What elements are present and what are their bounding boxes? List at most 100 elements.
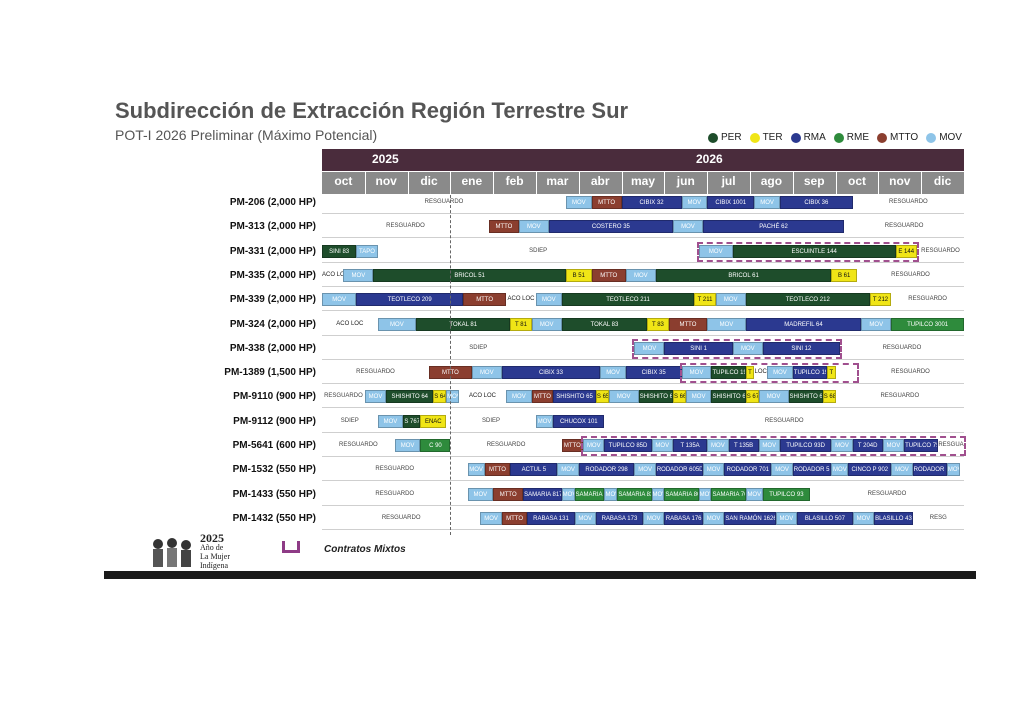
gantt-segment-per: SHISHITO 66 (638, 390, 673, 404)
gantt-segment-res: RESGUARDO (324, 393, 363, 400)
gantt-segment-mov: MOV (600, 366, 626, 380)
gantt-segment-sdiep: SDIEP (482, 417, 501, 424)
gantt-segment-sdiep: SDIEP (469, 344, 488, 351)
gantt-segment-ter: S 67 (745, 390, 759, 404)
gantt-segment-res: RESGUARDO (880, 393, 920, 400)
gantt-segment-rma: RABASA 131 (527, 511, 575, 525)
rig-label: PM-339 (2,000 HP) (229, 294, 316, 306)
gantt-segment-mov: MOV (583, 439, 605, 452)
gantt-segment-mov: MOV (685, 390, 712, 404)
gantt-segment-rma: RODADOR 511 (792, 463, 832, 477)
legend-label: RME (846, 132, 870, 143)
gantt-segment-rma: RODADOR 515 (912, 463, 947, 477)
legend-item-rma: RMA (790, 132, 826, 143)
gantt-segment-rma: PACHÉ 62 (702, 220, 845, 234)
rig-label: PM-9110 (900 HP) (233, 391, 316, 403)
gantt-segment-mtto: MTTO (531, 390, 554, 404)
legend-swatch-mov (926, 132, 937, 143)
gantt-segment-mov: MOV (446, 390, 459, 404)
gantt-segment-mov: MOV (634, 463, 656, 477)
gantt-segment-mov: MOV (625, 268, 656, 282)
gantt-segment-per: BRICOL 51 (373, 268, 566, 282)
gantt-segment-aco: ACO LOC (336, 320, 364, 327)
month-label: mar (546, 174, 569, 188)
gantt-segment-per: SHISHITO 67 (711, 390, 746, 404)
month-separator (364, 172, 366, 194)
month-label: may (630, 174, 655, 188)
gantt-segment-mov: MOV (715, 293, 746, 307)
legend-label: PER (721, 132, 742, 143)
month-header (322, 172, 964, 194)
gantt-segment-rma: RODADOR 701 (724, 463, 772, 477)
rig-label: PM-9112 (900 HP) (233, 415, 316, 427)
gantt-segment-ter: B 51 (565, 268, 592, 282)
gantt-segment-res: RESGUARDO (891, 369, 930, 376)
month-label: feb (505, 174, 524, 188)
gantt-segment-rma: ACTUL 5 (510, 463, 558, 477)
gantt-segment-ter: T 211 (694, 293, 716, 307)
gantt-segment-rma: TUPILCO 85D (604, 439, 652, 452)
gantt-segment-rma: SINI 12 (762, 341, 840, 355)
chart-subtitle: POT-I 2026 Preliminar (Máximo Potencial) (115, 127, 378, 143)
legend-item-mov: MOV (926, 132, 962, 143)
gantt-segment-mov: MOV (557, 463, 579, 477)
gantt-segment-rma: TEOTLECO 209 (356, 293, 464, 307)
gantt-segment-mov: MOV (891, 463, 913, 477)
gantt-segment-ter: S 64 (433, 390, 447, 404)
year-2025: 2025 (372, 152, 399, 166)
row-divider (322, 334, 964, 336)
gantt-segment-res: RESGUARDO (356, 369, 395, 376)
gantt-segment-mov: MOV (377, 414, 404, 428)
legend-swatch-mtto (877, 132, 888, 143)
gantt-segment-per: BRICOL 61 (655, 268, 832, 282)
gantt-segment-mov: MOV (758, 390, 789, 404)
gantt-segment-rma: TUPILCO 93D (779, 439, 832, 452)
gantt-segment-res: RESGUARDO (486, 442, 526, 448)
month-separator (878, 172, 880, 194)
gantt-segment-mtto: MTTO (501, 511, 528, 525)
month-separator (493, 172, 495, 194)
gantt-segment-mov: MOV (771, 463, 793, 477)
gantt-segment-res: RESGUARDO (884, 223, 924, 230)
gantt-segment-mov: MOV (754, 196, 780, 209)
row-divider (322, 261, 964, 263)
month-separator (578, 172, 580, 194)
month-label: nov (889, 174, 911, 188)
legend-label: TER (762, 132, 783, 143)
mixed-contract-outline (696, 241, 919, 262)
today-line (450, 195, 451, 535)
month-label: abr (590, 174, 610, 188)
row-divider (322, 407, 964, 409)
rig-label: PM-338 (2,000 HP) (229, 342, 316, 354)
gantt-segment-mov: MOV (565, 196, 592, 209)
gantt-segment-aco: ACO LOC (322, 271, 344, 278)
gantt-segment-ter: S 68 (822, 390, 836, 404)
month-separator (792, 172, 794, 194)
gantt-segment-mov: MOV (767, 366, 793, 380)
mixed-contract-icon (282, 541, 300, 553)
month-label: sep (803, 174, 825, 188)
gantt-segment-mov: MOV (702, 463, 725, 477)
year-header (322, 149, 964, 171)
gantt-segment-res: RESGUARDO (867, 490, 907, 497)
legend-swatch-ter (749, 132, 760, 143)
gantt-segment-mtto: MTTO (463, 293, 507, 307)
gantt-segment-mov: MOV (681, 366, 712, 380)
gantt-segment-mov: MOV (377, 317, 417, 331)
gantt-segment-sdiep: SDIEP (529, 247, 548, 254)
logo-year: 2025 (200, 531, 224, 545)
legend-swatch-rme (833, 132, 844, 143)
gantt-segment-ter: E 144 (895, 244, 917, 258)
rig-label: PM-313 (2,000 HP) (229, 221, 316, 233)
gantt-segment-mov: MOV (536, 414, 554, 428)
gantt-segment-ter: S 65 (595, 390, 609, 404)
gantt-segment-rme: C 90 (420, 439, 451, 452)
month-separator (921, 172, 923, 194)
gantt-segment-rma: SAN RAMÓN 1626 (724, 511, 776, 525)
gantt-segment-rma: CHUCOX 101 (553, 414, 605, 428)
gantt-segment-per: S 767 (403, 414, 421, 428)
gantt-segment-res: RESGUARDO (764, 417, 804, 424)
legend-item-per: PER (708, 132, 742, 143)
gantt-segment-rme: SAMARIA 863 (574, 487, 605, 501)
gantt-segment-mov: MOV (946, 463, 960, 477)
